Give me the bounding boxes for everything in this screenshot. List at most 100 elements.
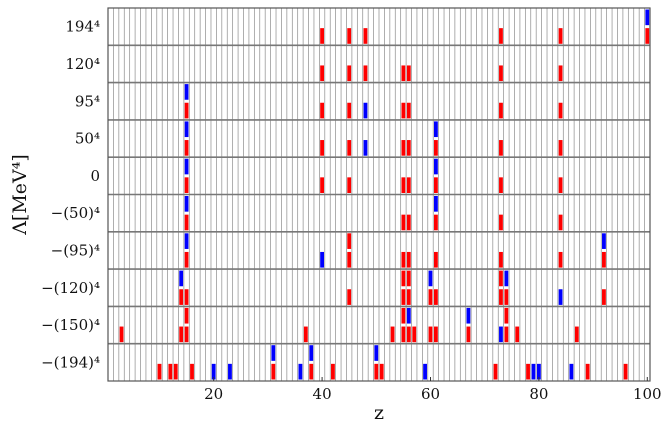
cells-layer bbox=[119, 9, 650, 380]
cell-blue bbox=[428, 270, 433, 287]
y-tick-label: 95⁴ bbox=[75, 92, 100, 110]
cell-red bbox=[184, 307, 189, 324]
plot-frame bbox=[107, 7, 651, 382]
cell-blue bbox=[363, 102, 368, 119]
x-tick-label: 60 bbox=[421, 385, 440, 403]
cell-red bbox=[434, 140, 438, 156]
cell-blue bbox=[434, 121, 438, 138]
cell-blue bbox=[466, 307, 471, 324]
cell-red bbox=[320, 65, 324, 82]
cell-red bbox=[499, 140, 503, 156]
cell-red bbox=[179, 326, 184, 343]
cell-red bbox=[401, 307, 406, 324]
cell-red bbox=[179, 289, 184, 305]
cell-blue bbox=[645, 9, 650, 26]
cell-red bbox=[406, 65, 411, 82]
cell-blue bbox=[184, 196, 189, 212]
cell-blue bbox=[320, 251, 324, 268]
y-tick-label: −(95)⁴ bbox=[51, 241, 100, 259]
cell-red bbox=[558, 65, 563, 82]
cell-blue bbox=[434, 196, 438, 212]
cell-red bbox=[499, 65, 503, 82]
cell-red bbox=[347, 289, 352, 305]
cell-blue bbox=[179, 270, 184, 287]
cell-red bbox=[499, 270, 503, 287]
y-tick-labels: 194⁴ 120⁴ 95⁴ 50⁴ 0 −(50)⁴ −(95)⁴ −(120)⁴ −(150)… bbox=[41, 18, 100, 372]
x-tick-label: 100 bbox=[633, 385, 662, 403]
cell-red bbox=[434, 214, 438, 231]
cell-red bbox=[320, 28, 324, 44]
x-tick-label: 80 bbox=[529, 385, 548, 403]
cell-red bbox=[303, 326, 308, 343]
y-tick-label: 120⁴ bbox=[65, 55, 100, 73]
cell-red bbox=[184, 289, 189, 305]
cell-blue bbox=[569, 363, 574, 380]
cell-red bbox=[363, 28, 368, 44]
cell-red bbox=[406, 140, 411, 156]
cell-red bbox=[406, 214, 411, 231]
cell-red bbox=[499, 28, 503, 44]
cell-red bbox=[119, 326, 124, 343]
y-tick-label: 194⁴ bbox=[65, 18, 100, 36]
cell-red bbox=[558, 102, 563, 119]
cell-red bbox=[401, 326, 406, 343]
cell-red bbox=[558, 140, 563, 156]
cell-red bbox=[379, 363, 384, 380]
cell-blue bbox=[184, 121, 189, 138]
cell-red bbox=[347, 233, 352, 249]
cell-red bbox=[401, 214, 406, 231]
cell-blue bbox=[406, 307, 411, 324]
y-tick-label: 50⁴ bbox=[75, 130, 100, 148]
cell-red bbox=[401, 65, 406, 82]
cell-red bbox=[401, 289, 406, 305]
cell-red bbox=[406, 289, 411, 305]
cell-red bbox=[434, 177, 438, 193]
cell-red bbox=[374, 363, 379, 380]
cell-red bbox=[347, 28, 352, 44]
cell-red bbox=[406, 251, 411, 268]
cell-blue bbox=[434, 158, 438, 175]
cell-red bbox=[184, 177, 189, 193]
cell-blue bbox=[499, 326, 503, 343]
cell-blue bbox=[184, 84, 189, 100]
cell-red bbox=[157, 363, 162, 380]
cell-blue bbox=[363, 140, 368, 156]
cell-red bbox=[558, 177, 563, 193]
cell-red bbox=[412, 326, 417, 343]
cell-red bbox=[602, 251, 606, 268]
cell-red bbox=[173, 363, 178, 380]
cell-red bbox=[347, 65, 352, 82]
cell-red bbox=[504, 326, 509, 343]
cell-blue bbox=[423, 363, 427, 380]
y-axis-label: Λ[MeV⁴] bbox=[9, 154, 31, 236]
cell-blue bbox=[298, 363, 303, 380]
cell-red bbox=[271, 363, 276, 380]
y-tick-label: −(150)⁴ bbox=[41, 316, 100, 334]
cell-red bbox=[623, 363, 628, 380]
y-tick-label: 0 bbox=[90, 167, 100, 185]
cell-red bbox=[504, 307, 509, 324]
cell-blue bbox=[184, 233, 189, 249]
cell-red bbox=[184, 251, 189, 268]
cell-red bbox=[466, 326, 471, 343]
cell-red bbox=[401, 251, 406, 268]
cell-red bbox=[558, 214, 563, 231]
cell-blue bbox=[374, 345, 379, 361]
cell-red bbox=[493, 363, 498, 380]
cell-red bbox=[504, 289, 509, 305]
cell-red bbox=[434, 326, 438, 343]
cell-red bbox=[574, 326, 579, 343]
cell-red bbox=[499, 214, 503, 231]
y-tick-label: −(194)⁴ bbox=[41, 353, 100, 371]
cell-red bbox=[184, 102, 189, 119]
cell-red bbox=[184, 140, 189, 156]
cell-blue bbox=[271, 345, 276, 361]
cell-red bbox=[320, 177, 324, 193]
cell-red bbox=[558, 251, 563, 268]
cell-red bbox=[190, 363, 194, 380]
row-separators bbox=[108, 44, 650, 345]
cell-red bbox=[347, 177, 352, 193]
cell-blue bbox=[536, 363, 541, 380]
cell-red bbox=[168, 363, 173, 380]
